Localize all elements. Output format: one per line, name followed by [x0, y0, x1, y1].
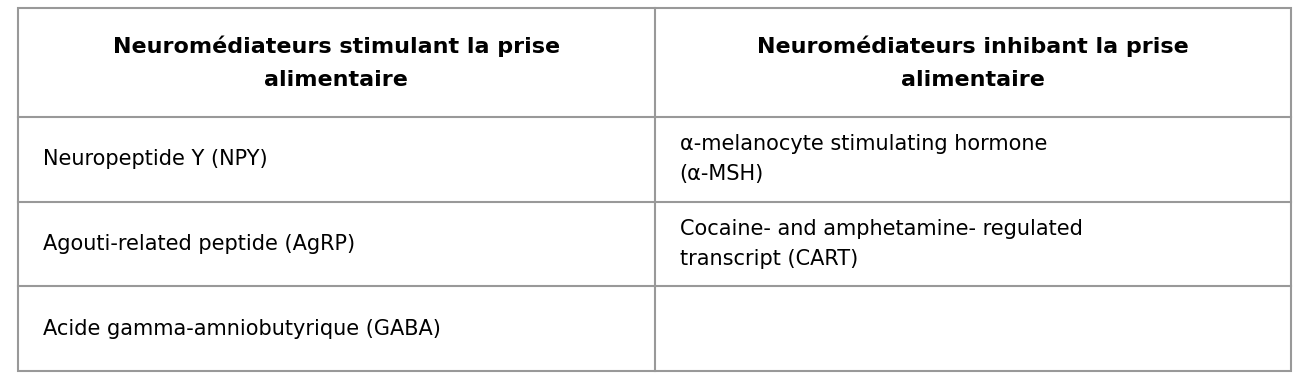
Text: Neuromédiateurs stimulant la prise
alimentaire: Neuromédiateurs stimulant la prise alime… [113, 35, 560, 89]
Text: Neuropeptide Y (NPY): Neuropeptide Y (NPY) [43, 149, 267, 169]
Text: Acide gamma-amniobutyrique (GABA): Acide gamma-amniobutyrique (GABA) [43, 319, 441, 339]
Text: Cocaine- and amphetamine- regulated
transcript (CART): Cocaine- and amphetamine- regulated tran… [679, 219, 1083, 269]
Text: Agouti-related peptide (AgRP): Agouti-related peptide (AgRP) [43, 234, 355, 254]
Text: Neuromédiateurs inhibant la prise
alimentaire: Neuromédiateurs inhibant la prise alimen… [757, 35, 1189, 89]
Text: α-melanocyte stimulating hormone
(α-MSH): α-melanocyte stimulating hormone (α-MSH) [679, 135, 1047, 184]
